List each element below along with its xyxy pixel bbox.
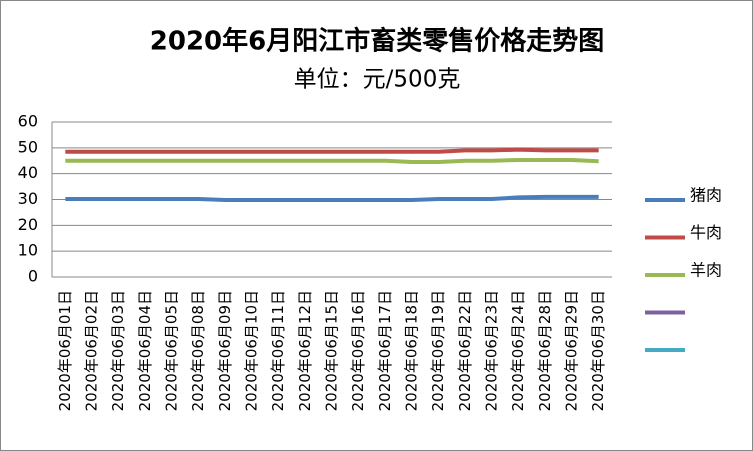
y-tick-label: 0 bbox=[28, 267, 38, 286]
x-tick-label: 2020年06月19日 bbox=[429, 290, 447, 411]
x-tick-label: 2020年06月02日 bbox=[83, 290, 101, 411]
x-tick-label: 2020年06月30日 bbox=[589, 290, 607, 411]
x-tick-label: 2020年06月18日 bbox=[403, 290, 421, 411]
x-tick-label: 2020年06月23日 bbox=[483, 290, 501, 411]
y-tick-label: 10 bbox=[18, 241, 38, 260]
chart-title: 2020年6月阳江市畜类零售价格走势图 bbox=[150, 26, 604, 57]
y-tick-label: 30 bbox=[18, 189, 38, 208]
chart-subtitle: 单位：元/500克 bbox=[294, 67, 461, 93]
legend-label: 牛肉 bbox=[690, 223, 722, 242]
line-series bbox=[65, 147, 599, 154]
x-tick-label: 2020年06月01日 bbox=[56, 290, 74, 411]
x-tick-label: 2020年06月05日 bbox=[163, 290, 181, 411]
y-tick-label: 60 bbox=[18, 112, 38, 131]
x-tick-label: 2020年06月08日 bbox=[189, 290, 207, 411]
x-tick-label: 2020年06月10日 bbox=[243, 290, 261, 411]
x-tick-label: 2020年06月17日 bbox=[376, 290, 394, 411]
x-tick-label: 2020年06月24日 bbox=[509, 290, 527, 411]
line-series bbox=[65, 194, 599, 203]
x-tick-label: 2020年06月29日 bbox=[563, 290, 581, 411]
x-tick-label: 2020年06月16日 bbox=[349, 290, 367, 411]
y-tick-label: 20 bbox=[18, 215, 38, 234]
x-tick-label: 2020年06月15日 bbox=[323, 290, 341, 411]
legend-label: 羊肉 bbox=[690, 261, 722, 280]
x-tick-label: 2020年06月22日 bbox=[456, 290, 474, 411]
x-tick-label: 2020年06月12日 bbox=[296, 290, 314, 411]
y-tick-label: 50 bbox=[18, 137, 38, 156]
x-tick-label: 2020年06月04日 bbox=[136, 290, 154, 411]
x-tick-label: 2020年06月09日 bbox=[216, 290, 234, 411]
line-series bbox=[65, 157, 599, 165]
y-tick-label: 40 bbox=[18, 163, 38, 182]
legend-label: 猪肉 bbox=[690, 186, 722, 205]
x-tick-label: 2020年06月28日 bbox=[536, 290, 554, 411]
x-tick-label: 2020年06月11日 bbox=[269, 290, 287, 411]
x-tick-label: 2020年06月03日 bbox=[109, 290, 127, 411]
